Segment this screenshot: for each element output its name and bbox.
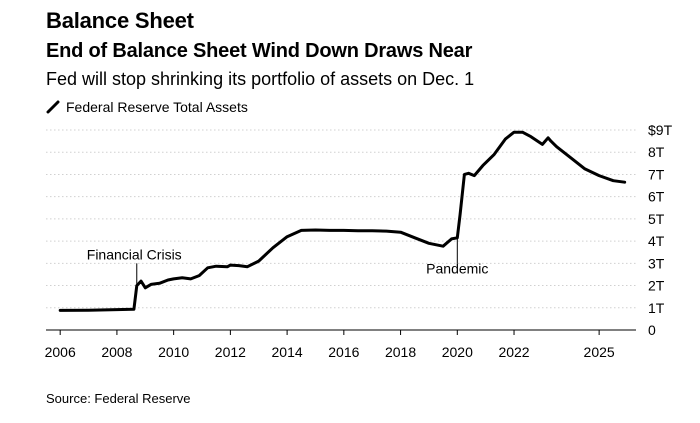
y-tick-label: 3T bbox=[648, 255, 665, 271]
annotation-pandemic: Pandemic bbox=[426, 260, 488, 276]
y-tick-label: 4T bbox=[648, 233, 665, 249]
chart-subtitle: Fed will stop shrinking its portfolio of… bbox=[46, 69, 475, 89]
x-tick-label: 2016 bbox=[328, 344, 359, 360]
legend-label: Federal Reserve Total Assets bbox=[66, 99, 248, 115]
legend: Federal Reserve Total Assets bbox=[46, 99, 248, 115]
series-line-total-assets bbox=[58, 130, 627, 312]
y-tick-label: 1T bbox=[648, 300, 665, 316]
x-tick-label: 2012 bbox=[215, 344, 246, 360]
y-tick-label: 5T bbox=[648, 211, 665, 227]
x-tick-label: 2014 bbox=[272, 344, 303, 360]
legend-line-icon bbox=[46, 100, 60, 114]
kicker-title: Balance Sheet bbox=[46, 8, 194, 33]
y-tick-label: 7T bbox=[648, 166, 665, 182]
x-tick-label: 2006 bbox=[45, 344, 76, 360]
x-tick-label: 2018 bbox=[385, 344, 416, 360]
x-tick-label: 2008 bbox=[101, 344, 132, 360]
x-tick-label: 2010 bbox=[158, 344, 189, 360]
y-tick-label: 6T bbox=[648, 189, 665, 205]
annotation-financial-crisis: Financial Crisis bbox=[87, 246, 182, 262]
y-tick-label: $9T bbox=[648, 122, 673, 138]
y-tick-label: 2T bbox=[648, 278, 665, 294]
y-tick-label: 0 bbox=[648, 322, 656, 338]
x-tick-label: 2020 bbox=[442, 344, 473, 360]
x-tick-label: 2022 bbox=[498, 344, 529, 360]
source-note: Source: Federal Reserve bbox=[46, 391, 191, 406]
y-tick-label: 8T bbox=[648, 144, 665, 160]
chart-title: End of Balance Sheet Wind Down Draws Nea… bbox=[46, 40, 473, 62]
x-tick-label: 2025 bbox=[584, 344, 615, 360]
